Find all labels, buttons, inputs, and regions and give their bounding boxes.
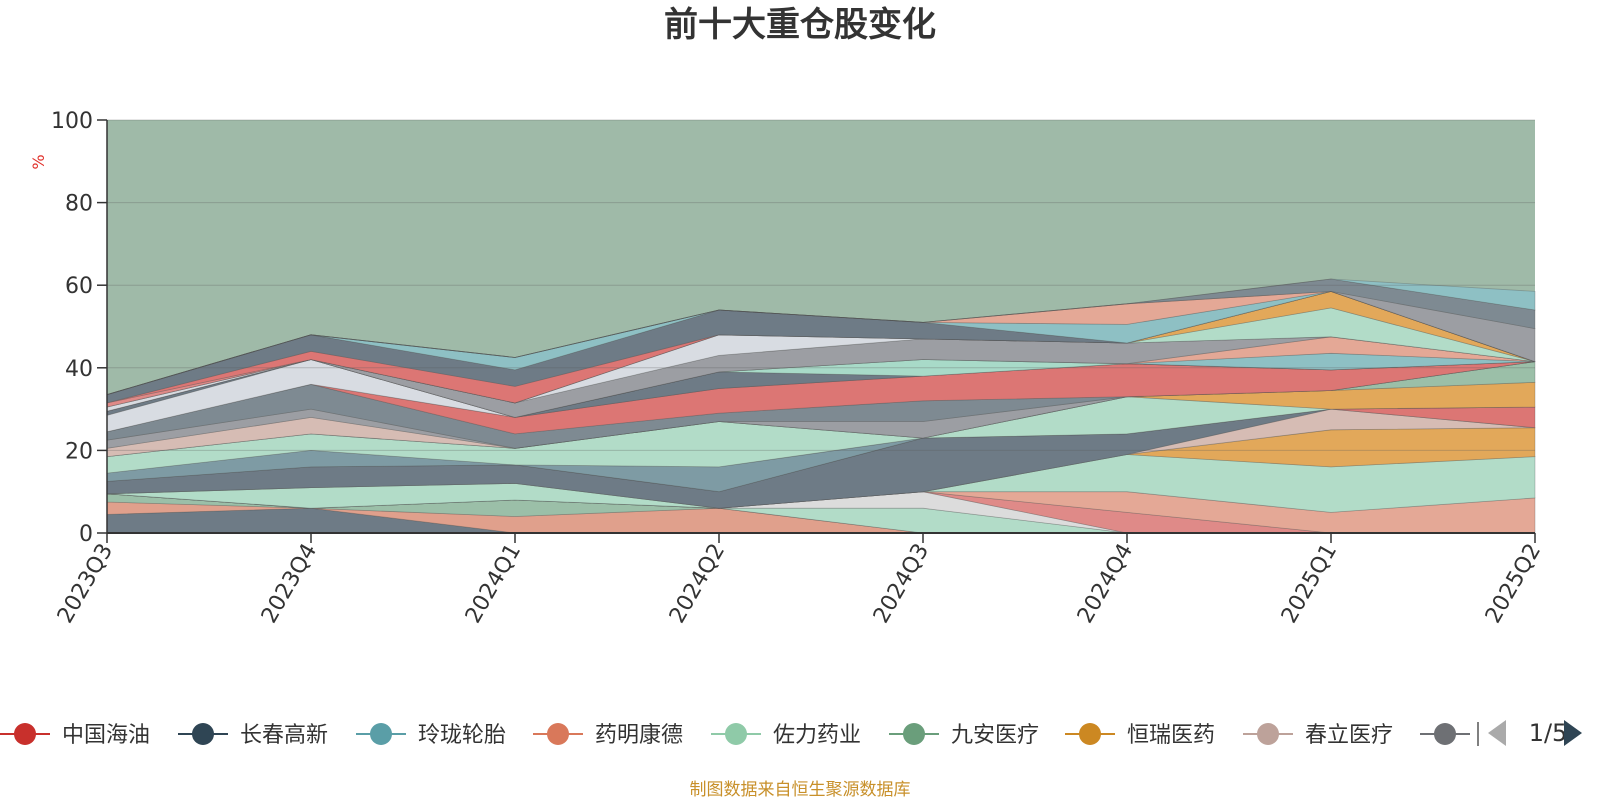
legend-clip-mask xyxy=(1472,716,1480,746)
y-tick-label: 40 xyxy=(65,357,93,382)
y-tick-label: 100 xyxy=(51,109,93,134)
chart-title: 前十大重仓股变化 xyxy=(664,5,936,45)
legend-marker-icon xyxy=(192,723,214,745)
legend-marker-icon xyxy=(1434,723,1456,745)
x-tick-label: 2024Q4 xyxy=(1073,540,1138,628)
x-tick-label: 2025Q2 xyxy=(1481,540,1546,628)
legend-item[interactable]: 玲珑轮胎 xyxy=(356,723,506,748)
y-tick-label: 20 xyxy=(65,439,93,464)
y-tick-label: 60 xyxy=(65,274,93,299)
x-tick-label: 2023Q4 xyxy=(257,540,322,628)
area-series-36 xyxy=(106,278,1536,395)
area-series-37 xyxy=(106,278,1536,395)
legend-label: 恒瑞医药 xyxy=(1127,723,1215,748)
legend-marker-icon xyxy=(370,723,392,745)
legend-pager: 1/5 xyxy=(1488,719,1582,747)
y-axis-unit-label: % xyxy=(29,154,48,169)
legend-prev-page-icon[interactable] xyxy=(1488,720,1506,746)
gridlines xyxy=(107,119,1535,451)
area-series-35 xyxy=(106,290,1536,395)
legend: 中国海油 长春高新 玲珑轮胎 药明康德 佐力药业 九安医疗 恒瑞医药 春立医疗 xyxy=(0,716,1480,748)
x-tick-label: 2025Q1 xyxy=(1277,540,1342,628)
legend-item[interactable]: 九安医疗 xyxy=(889,723,1039,748)
legend-item[interactable] xyxy=(1420,723,1470,745)
legend-label: 中国海油 xyxy=(62,723,150,748)
legend-item[interactable]: 佐力药业 xyxy=(711,723,861,748)
legend-label: 春立医疗 xyxy=(1305,723,1393,748)
legend-marker-icon xyxy=(1079,723,1101,745)
legend-item[interactable]: 恒瑞医药 xyxy=(1065,723,1215,748)
area-series-27 xyxy=(106,334,1536,412)
x-tick-label: 2023Q3 xyxy=(53,540,118,628)
legend-marker-icon xyxy=(547,723,569,745)
legend-marker-icon xyxy=(725,723,747,745)
y-tick-label: 0 xyxy=(79,522,93,547)
legend-label: 玲珑轮胎 xyxy=(418,723,506,748)
x-tick-label: 2024Q2 xyxy=(665,540,730,628)
legend-item[interactable]: 长春高新 xyxy=(178,723,328,748)
y-tick-label: 80 xyxy=(65,192,93,217)
legend-marker-icon xyxy=(14,723,36,745)
legend-page-indicator: 1/5 xyxy=(1529,719,1568,747)
legend-label: 佐力药业 xyxy=(773,723,861,748)
data-source-note: 制图数据来自恒生聚源数据库 xyxy=(690,780,911,800)
legend-item[interactable]: 中国海油 xyxy=(0,723,150,748)
legend-label: 药明康德 xyxy=(595,723,683,748)
x-tick-label: 2024Q1 xyxy=(461,540,526,628)
legend-label: 九安医疗 xyxy=(951,723,1039,748)
legend-next-page-icon[interactable] xyxy=(1564,720,1582,746)
legend-marker-icon xyxy=(1257,723,1279,745)
legend-item[interactable]: 药明康德 xyxy=(533,723,683,748)
legend-item[interactable]: 春立医疗 xyxy=(1243,723,1393,748)
legend-label: 长春高新 xyxy=(240,723,328,748)
legend-marker-icon xyxy=(903,723,925,745)
x-tick-label: 2024Q3 xyxy=(869,540,934,628)
plot-area xyxy=(106,120,1536,534)
